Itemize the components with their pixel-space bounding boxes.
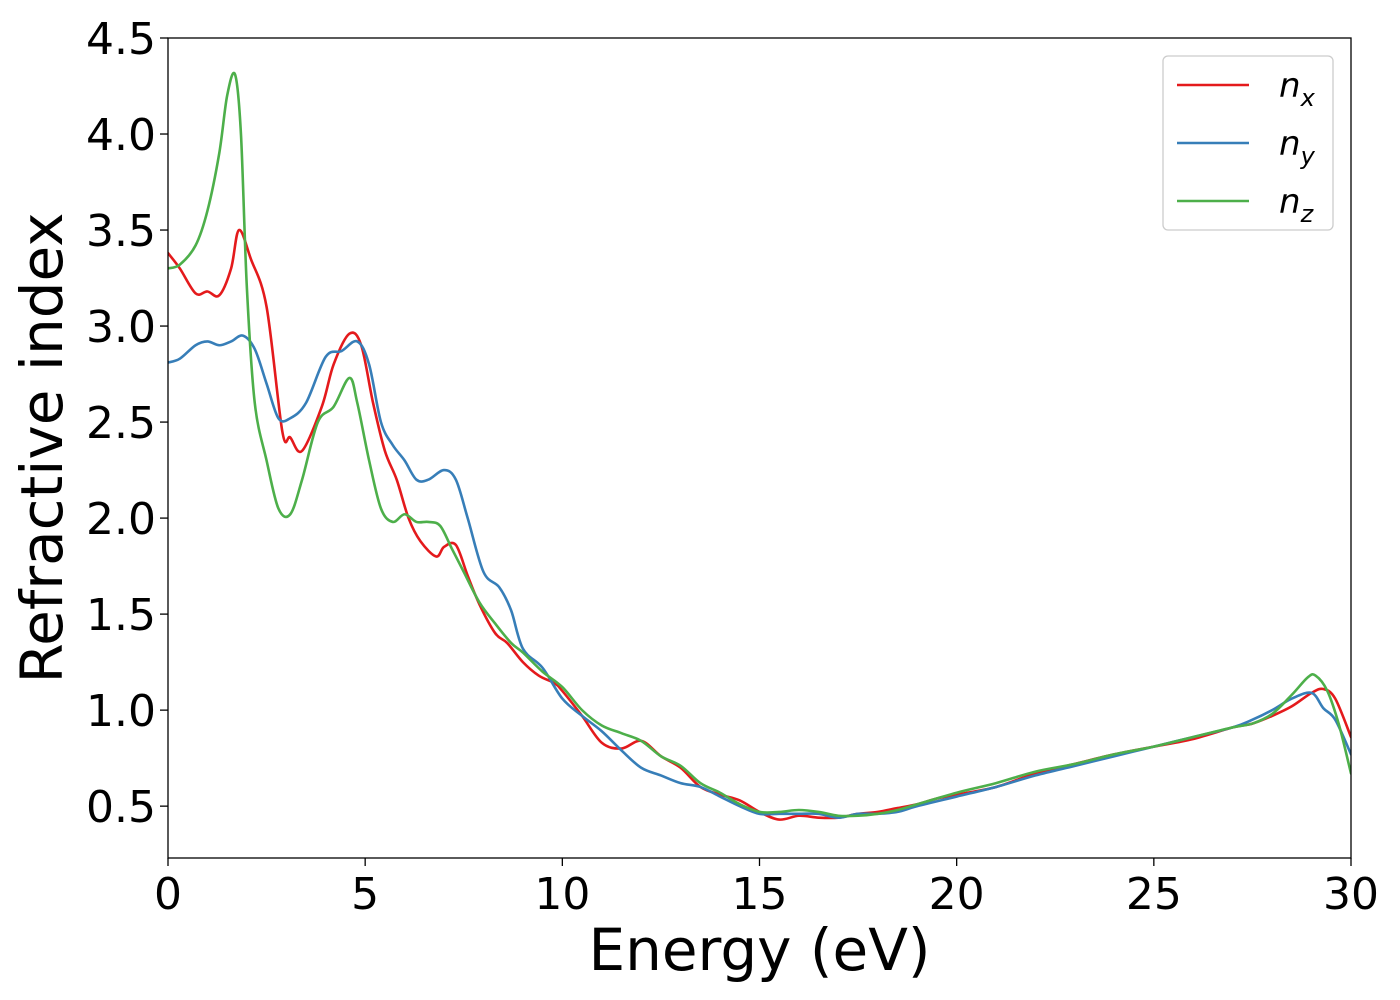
x-tick-label: 20 <box>929 869 985 920</box>
legend-label-subscript: z <box>1300 200 1315 228</box>
y-tick-label: 2.5 <box>86 398 156 449</box>
axis-ticks: 0 5 10 15 20 25 30 0.5 1.0 1.5 2.0 2.5 3.0 3.5 4.0 4.5 <box>86 14 1379 920</box>
x-tick-label: 15 <box>732 869 788 920</box>
legend-label-nz: nz <box>1279 182 1315 228</box>
y-tick-label: 4.0 <box>86 110 156 161</box>
y-tick-label: 2.0 <box>86 494 156 545</box>
x-tick-label: 5 <box>351 869 379 920</box>
legend-label-subscript: x <box>1300 84 1316 112</box>
x-tick-label: 25 <box>1126 869 1182 920</box>
legend-label-base: n <box>1279 66 1301 106</box>
legend-label-ny: ny <box>1279 124 1316 170</box>
x-tick-label: 0 <box>154 869 182 920</box>
series-line-ny <box>168 334 1351 819</box>
legend-label-base: n <box>1279 124 1301 164</box>
y-tick-label: 4.5 <box>86 14 156 65</box>
legend-label-base: n <box>1279 182 1301 222</box>
y-tick-label: 0.5 <box>86 782 156 833</box>
series-line-nz <box>168 71 1351 818</box>
y-tick-label: 3.5 <box>86 206 156 257</box>
y-axis-label: Refractive index <box>8 212 76 683</box>
x-tick-label: 10 <box>534 869 590 920</box>
y-tick-label: 1.5 <box>86 590 156 641</box>
x-axis-label: Energy (eV) <box>588 916 930 984</box>
series-layer <box>168 71 1351 821</box>
legend-label-nx: nx <box>1279 66 1316 112</box>
y-tick-label: 1.0 <box>86 686 156 737</box>
x-tick-label: 30 <box>1323 869 1379 920</box>
legend-label-subscript: y <box>1300 142 1316 170</box>
y-tick-label: 3.0 <box>86 302 156 353</box>
